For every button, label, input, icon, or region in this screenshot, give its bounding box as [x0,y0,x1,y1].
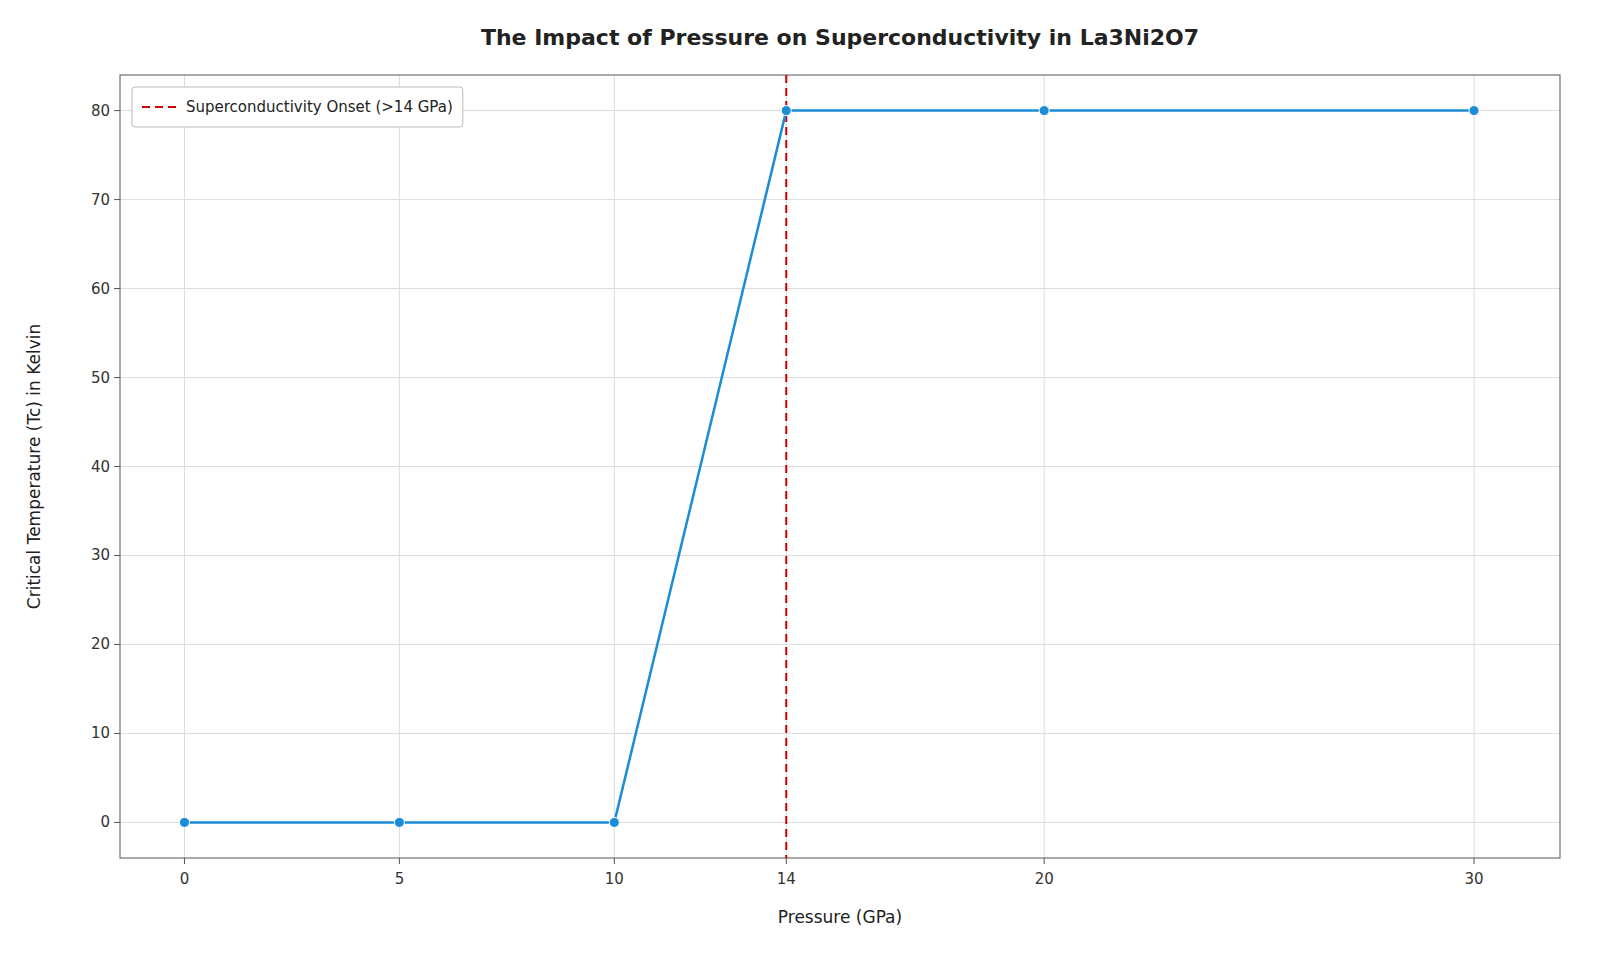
point [1469,106,1479,116]
y-tick [114,822,120,823]
x-tick [184,858,185,864]
x-tick-label: 20 [1035,870,1054,888]
legend-box [132,87,463,127]
y-tick-label: 10 [91,724,110,742]
y-tick [114,377,120,378]
grid-line-y [120,555,1560,556]
x-tick-label: 5 [395,870,405,888]
x-tick-label: 30 [1464,870,1483,888]
vline [785,75,787,858]
y-tick-label: 0 [100,813,110,831]
x-tick-label: 14 [777,870,796,888]
y-tick [114,644,120,645]
grid-line-y [120,644,1560,645]
x-tick [1474,858,1475,864]
legend-swatch [142,106,178,108]
plot-frame [120,75,1560,858]
grid-line-x [786,75,787,858]
background [0,0,1600,953]
legend-label: Superconductivity Onset (>14 GPa) [186,98,453,116]
grid-line-y [120,288,1560,289]
y-tick-label: 60 [91,280,110,298]
point [394,817,404,827]
grid [120,75,1560,858]
point [781,106,791,116]
plot-area [179,75,1479,858]
y-tick [114,466,120,467]
x-tick-label: 0 [180,870,190,888]
x-tick [399,858,400,864]
y-tick [114,288,120,289]
y-tick-label: 80 [91,102,110,120]
y-axis-label: Critical Temperature (Tc) in Kelvin [24,324,44,609]
point [609,817,619,827]
grid-line-y [120,466,1560,467]
x-tick [1044,858,1045,864]
grid-line-y [120,733,1560,734]
x-tick [614,858,615,864]
y-tick-label: 30 [91,546,110,564]
point [1039,106,1049,116]
y-tick-label: 40 [91,458,110,476]
y-tick-label: 70 [91,191,110,209]
series-line [184,111,1474,823]
x-tick [786,858,787,864]
title: The Impact of Pressure on Superconductiv… [481,25,1199,50]
grid-line-y [120,377,1560,378]
y-tick-label: 20 [91,635,110,653]
x-axis-label: Pressure (GPa) [778,907,902,927]
y-tick [114,199,120,200]
point [179,817,189,827]
legend: Superconductivity Onset (>14 GPa) [132,87,463,127]
y-tick [114,110,120,111]
y-tick [114,733,120,734]
chart: 0 5 10 14 20 30 0 10 20 30 40 50 60 70 80 The Impact of… [0,0,1600,953]
y-tick [114,555,120,556]
x-tick-label: 10 [605,870,624,888]
grid-line-y [120,199,1560,200]
y-tick-label: 50 [91,369,110,387]
